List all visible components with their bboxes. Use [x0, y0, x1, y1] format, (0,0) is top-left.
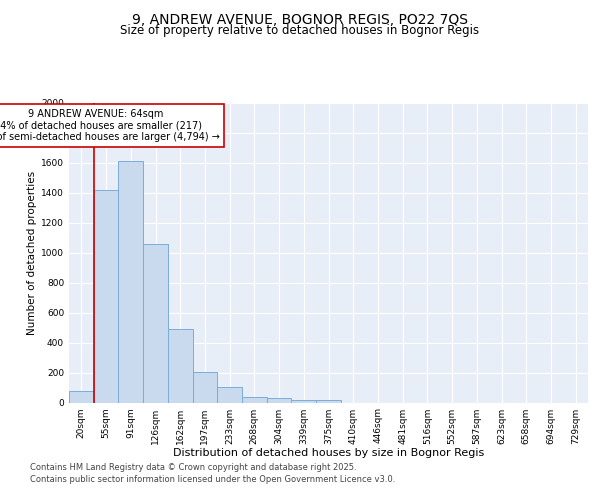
Text: Contains public sector information licensed under the Open Government Licence v3: Contains public sector information licen…: [30, 474, 395, 484]
Bar: [217, 387, 242, 402]
Bar: [94, 190, 118, 402]
Text: 9 ANDREW AVENUE: 64sqm
← 4% of detached houses are smaller (217)
95% of semi-det: 9 ANDREW AVENUE: 64sqm ← 4% of detached …: [0, 108, 220, 142]
Text: Size of property relative to detached houses in Bognor Regis: Size of property relative to detached ho…: [121, 24, 479, 37]
Text: 9, ANDREW AVENUE, BOGNOR REGIS, PO22 7QS: 9, ANDREW AVENUE, BOGNOR REGIS, PO22 7QS: [132, 12, 468, 26]
Bar: [193, 372, 217, 402]
Bar: [143, 244, 168, 402]
Bar: [292, 400, 316, 402]
Bar: [242, 397, 267, 402]
Text: Contains HM Land Registry data © Crown copyright and database right 2025.: Contains HM Land Registry data © Crown c…: [30, 464, 356, 472]
Bar: [168, 329, 193, 402]
X-axis label: Distribution of detached houses by size in Bognor Regis: Distribution of detached houses by size …: [173, 448, 484, 458]
Bar: [69, 390, 94, 402]
Bar: [316, 400, 341, 402]
Y-axis label: Number of detached properties: Number of detached properties: [27, 170, 37, 334]
Bar: [118, 161, 143, 402]
Bar: [267, 398, 292, 402]
